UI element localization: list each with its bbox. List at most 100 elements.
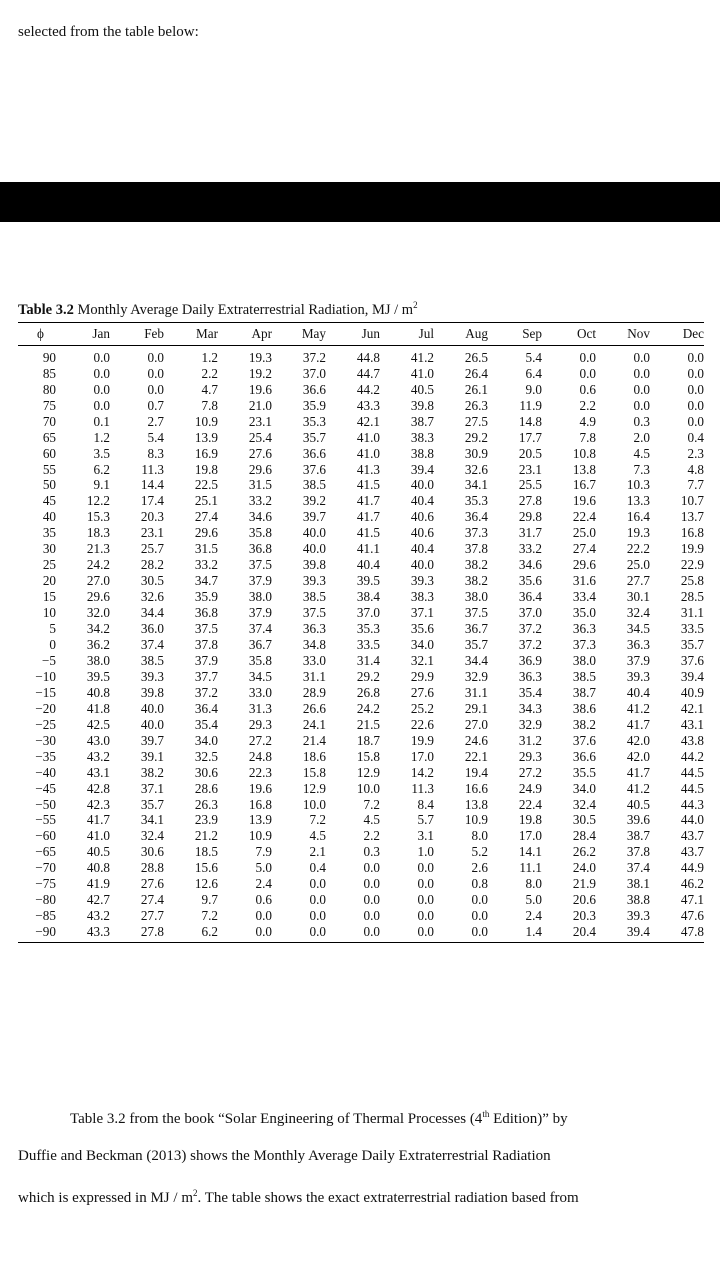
radiation-cell: 37.0 bbox=[302, 365, 326, 381]
radiation-cell: 42.0 bbox=[626, 748, 650, 764]
header-month: Jun bbox=[326, 322, 380, 346]
radiation-cell: 30.5 bbox=[140, 573, 164, 589]
table-row: −20 41.8 40.0 36.4 31.3 26.6 24.2 25.2 29.1 34.3 3… bbox=[18, 701, 704, 717]
radiation-cell: 38.8 bbox=[410, 445, 434, 461]
radiation-cell: 43.0 bbox=[86, 732, 110, 748]
radiation-cell: 41.7 bbox=[626, 716, 650, 732]
radiation-cell: 0.0 bbox=[93, 349, 110, 365]
radiation-cell: 0.0 bbox=[471, 892, 488, 908]
radiation-cell: 37.6 bbox=[680, 652, 704, 668]
radiation-cell: 0.0 bbox=[633, 349, 650, 365]
radiation-cell: 40.5 bbox=[410, 381, 434, 397]
table-row: −85 43.2 27.7 7.2 0.0 0.0 0.0 0.0 0.0 2.4 20.3 39.3… bbox=[18, 908, 704, 924]
radiation-cell: 19.2 bbox=[248, 365, 272, 381]
radiation-cell: 10.3 bbox=[626, 477, 650, 493]
radiation-cell: 41.5 bbox=[356, 525, 380, 541]
radiation-cell: 39.3 bbox=[140, 668, 164, 684]
radiation-cell: 38.2 bbox=[464, 557, 488, 573]
radiation-cell: 2.6 bbox=[471, 860, 488, 876]
radiation-cell: 37.5 bbox=[248, 557, 272, 573]
radiation-cell: 11.1 bbox=[519, 860, 542, 876]
radiation-cell: 23.1 bbox=[518, 461, 542, 477]
radiation-cell: 29.6 bbox=[194, 525, 218, 541]
radiation-cell: 8.0 bbox=[471, 828, 488, 844]
latitude-cell: 60 bbox=[42, 445, 56, 461]
radiation-cell: 37.9 bbox=[248, 573, 272, 589]
radiation-cell: 41.0 bbox=[410, 365, 434, 381]
radiation-cell: 26.8 bbox=[356, 684, 380, 700]
radiation-cell: 0.6 bbox=[255, 892, 272, 908]
radiation-cell: 37.5 bbox=[302, 605, 326, 621]
radiation-cell: 0.0 bbox=[218, 924, 272, 944]
radiation-cell: 35.9 bbox=[302, 397, 326, 413]
radiation-cell: 20.5 bbox=[518, 445, 542, 461]
radiation-cell: 7.9 bbox=[255, 844, 272, 860]
latitude-cell: 65 bbox=[42, 429, 56, 445]
radiation-cell: 2.7 bbox=[147, 413, 164, 429]
table-header-row: ϕ Jan Feb Mar Apr May Jun Jul Aug Sep Oct Nov Dec bbox=[18, 322, 704, 346]
radiation-cell: 5.7 bbox=[417, 812, 434, 828]
radiation-cell: 40.0 bbox=[302, 541, 326, 557]
table-row: 40 15.3 20.3 27.4 34.6 39.7 41.7 40.6 36.4 29.8 22… bbox=[18, 509, 704, 525]
radiation-cell: 0.0 bbox=[417, 876, 434, 892]
radiation-cell: 43.3 bbox=[56, 924, 110, 944]
radiation-cell: 44.2 bbox=[356, 381, 380, 397]
latitude-cell: −90 bbox=[18, 924, 56, 944]
radiation-cell: 42.7 bbox=[86, 892, 110, 908]
radiation-cell: 22.3 bbox=[248, 764, 272, 780]
radiation-cell: 42.5 bbox=[86, 716, 110, 732]
radiation-cell: 41.9 bbox=[86, 876, 110, 892]
radiation-cell: 33.5 bbox=[356, 636, 380, 652]
radiation-cell: 32.4 bbox=[140, 828, 164, 844]
radiation-cell: 39.5 bbox=[86, 668, 110, 684]
radiation-cell: 32.9 bbox=[464, 668, 488, 684]
radiation-cell: 17.7 bbox=[518, 429, 542, 445]
radiation-cell: 2.2 bbox=[579, 397, 596, 413]
radiation-cell: 38.0 bbox=[572, 652, 596, 668]
radiation-cell: 0.0 bbox=[633, 365, 650, 381]
radiation-cell: 40.8 bbox=[86, 684, 110, 700]
radiation-cell: 0.0 bbox=[363, 876, 380, 892]
radiation-cell: 44.8 bbox=[356, 349, 380, 365]
radiation-cell: 41.0 bbox=[356, 445, 380, 461]
radiation-cell: 0.0 bbox=[687, 381, 704, 397]
radiation-cell: 33.2 bbox=[518, 541, 542, 557]
radiation-cell: 22.5 bbox=[194, 477, 218, 493]
radiation-cell: 40.4 bbox=[626, 684, 650, 700]
radiation-cell: 38.0 bbox=[248, 589, 272, 605]
radiation-cell: 40.8 bbox=[86, 860, 110, 876]
radiation-cell: 41.5 bbox=[356, 477, 380, 493]
radiation-cell: 8.3 bbox=[147, 445, 164, 461]
radiation-cell: 12.9 bbox=[302, 780, 326, 796]
latitude-cell: −80 bbox=[35, 892, 56, 908]
radiation-cell: 11.3 bbox=[411, 780, 434, 796]
radiation-cell: 37.4 bbox=[140, 636, 164, 652]
radiation-cell: 0.0 bbox=[633, 381, 650, 397]
radiation-cell: 41.2 bbox=[410, 349, 434, 365]
radiation-cell: 35.8 bbox=[248, 525, 272, 541]
radiation-cell: 32.1 bbox=[410, 652, 434, 668]
header-month: Apr bbox=[218, 322, 272, 346]
radiation-cell: 36.6 bbox=[302, 445, 326, 461]
radiation-cell: 39.8 bbox=[140, 684, 164, 700]
radiation-cell: 18.3 bbox=[86, 525, 110, 541]
header-month: Dec bbox=[650, 322, 704, 346]
body-paragraph: Table 3.2 from the book “Solar Engineeri… bbox=[18, 1096, 648, 1217]
radiation-cell: 21.9 bbox=[572, 876, 596, 892]
radiation-cell: 19.6 bbox=[248, 381, 272, 397]
radiation-cell: 37.2 bbox=[194, 684, 218, 700]
table-row: 20 27.0 30.5 34.7 37.9 39.3 39.5 39.3 38.2 35.6 31… bbox=[18, 573, 704, 589]
radiation-cell: 18.6 bbox=[302, 748, 326, 764]
radiation-cell: 43.7 bbox=[680, 828, 704, 844]
radiation-cell: 32.9 bbox=[518, 716, 542, 732]
radiation-cell: 0.0 bbox=[633, 397, 650, 413]
table-row: 25 24.2 28.2 33.2 37.5 39.8 40.4 40.0 38.2 34.6 29… bbox=[18, 557, 704, 573]
radiation-cell: 37.6 bbox=[572, 732, 596, 748]
latitude-cell: −15 bbox=[35, 684, 56, 700]
radiation-cell: 27.6 bbox=[248, 445, 272, 461]
radiation-cell: 20.6 bbox=[572, 892, 596, 908]
latitude-cell: 20 bbox=[42, 573, 56, 589]
radiation-cell: 41.3 bbox=[356, 461, 380, 477]
radiation-cell: 37.9 bbox=[194, 652, 218, 668]
radiation-cell: 0.0 bbox=[363, 892, 380, 908]
